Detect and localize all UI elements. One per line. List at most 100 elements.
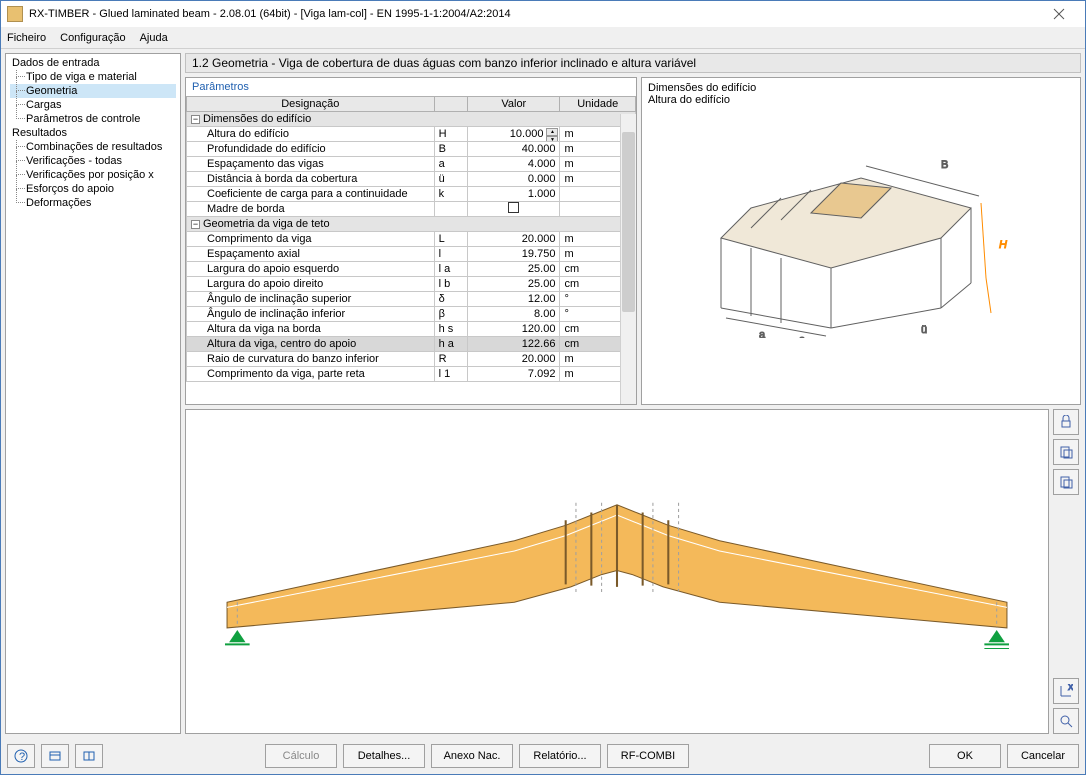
param-value[interactable]: 0.000 bbox=[468, 172, 560, 187]
param-value[interactable]: 8.00 bbox=[468, 307, 560, 322]
param-symbol: L bbox=[434, 232, 468, 247]
param-designation: Raio de curvatura do banzo inferior bbox=[187, 352, 435, 367]
param-value[interactable]: 7.092 bbox=[468, 367, 560, 382]
tree-item[interactable]: Geometria bbox=[10, 84, 176, 98]
lock-button[interactable] bbox=[1053, 409, 1079, 435]
copy-button-1[interactable] bbox=[1053, 439, 1079, 465]
param-value[interactable] bbox=[468, 202, 560, 217]
tree-item[interactable]: Verificações por posição x bbox=[10, 168, 176, 182]
param-symbol: l bbox=[434, 247, 468, 262]
param-value[interactable]: 12.00 bbox=[468, 292, 560, 307]
tree-item[interactable]: Resultados bbox=[10, 126, 176, 140]
menu-file[interactable]: Ficheiro bbox=[7, 32, 46, 44]
param-designation: Coeficiente de carga para a continuidade bbox=[187, 187, 435, 202]
cancel-button[interactable]: Cancelar bbox=[1007, 744, 1079, 768]
param-value[interactable]: 120.00 bbox=[468, 322, 560, 337]
diagram-title-1: Dimensões do edifício bbox=[648, 82, 1074, 94]
section-header[interactable]: −Geometria da viga de teto bbox=[187, 217, 636, 232]
annex-button[interactable]: Anexo Nac. bbox=[431, 744, 513, 768]
param-symbol: h s bbox=[434, 322, 468, 337]
param-designation: Madre de borda bbox=[187, 202, 435, 217]
param-symbol: l a bbox=[434, 262, 468, 277]
details-button[interactable]: Detalhes... bbox=[343, 744, 425, 768]
param-symbol: B bbox=[434, 142, 468, 157]
tool-button-1[interactable] bbox=[41, 744, 69, 768]
menu-help[interactable]: Ajuda bbox=[140, 32, 168, 44]
tree-item[interactable]: Verificações - todas bbox=[10, 154, 176, 168]
tree-item[interactable]: Tipo de viga e material bbox=[10, 70, 176, 84]
section-header[interactable]: −Dimensões do edifício bbox=[187, 112, 636, 127]
param-designation: Largura do apoio esquerdo bbox=[187, 262, 435, 277]
param-designation: Comprimento da viga bbox=[187, 232, 435, 247]
param-symbol: k bbox=[434, 187, 468, 202]
param-designation: Altura do edifício bbox=[187, 127, 435, 142]
param-value[interactable]: 20.000 bbox=[468, 232, 560, 247]
menu-config[interactable]: Configuração bbox=[60, 32, 125, 44]
param-value[interactable]: 40.000 bbox=[468, 142, 560, 157]
param-symbol: H bbox=[434, 127, 468, 142]
dim-label-a1: a bbox=[759, 329, 766, 338]
param-designation: Comprimento da viga, parte reta bbox=[187, 367, 435, 382]
tree-item[interactable]: Parâmetros de controle bbox=[10, 112, 176, 126]
param-value[interactable]: 1.000 bbox=[468, 187, 560, 202]
help-button[interactable]: ? bbox=[7, 744, 35, 768]
page-title: 1.2 Geometria - Viga de cobertura de dua… bbox=[185, 53, 1081, 73]
param-symbol: a bbox=[434, 157, 468, 172]
col-value: Valor bbox=[468, 97, 560, 112]
param-designation: Largura do apoio direito bbox=[187, 277, 435, 292]
building-isometric-svg: H B a a ü bbox=[691, 118, 1031, 338]
param-symbol bbox=[434, 202, 468, 217]
param-value[interactable]: 25.00 bbox=[468, 277, 560, 292]
menu-bar: Ficheiro Configuração Ajuda bbox=[1, 27, 1085, 49]
param-symbol: l 1 bbox=[434, 367, 468, 382]
parameters-table: Designação Valor Unidade −Dimensões do e… bbox=[186, 96, 636, 382]
svg-text:?: ? bbox=[19, 751, 25, 763]
param-value[interactable]: 25.00 bbox=[468, 262, 560, 277]
param-symbol: h a bbox=[434, 337, 468, 352]
dim-label-H: H bbox=[999, 239, 1007, 251]
dim-label-B: B bbox=[941, 159, 948, 171]
scrollbar[interactable] bbox=[620, 114, 636, 404]
title-bar: RX-TIMBER - Glued laminated beam - 2.08.… bbox=[1, 1, 1085, 27]
calculate-button[interactable]: Cálculo bbox=[265, 744, 337, 768]
param-symbol: l b bbox=[434, 277, 468, 292]
ok-button[interactable]: OK bbox=[929, 744, 1001, 768]
zoom-button[interactable] bbox=[1053, 708, 1079, 734]
param-value[interactable]: 19.750 bbox=[468, 247, 560, 262]
tree-item[interactable]: Cargas bbox=[10, 98, 176, 112]
axis-button[interactable]: x bbox=[1053, 678, 1079, 704]
col-unit: Unidade bbox=[560, 97, 636, 112]
param-designation: Altura da viga, centro do apoio bbox=[187, 337, 435, 352]
param-designation: Distância à borda da cobertura bbox=[187, 172, 435, 187]
dim-label-u: ü bbox=[921, 324, 927, 336]
param-symbol: β bbox=[434, 307, 468, 322]
bottom-toolbar: ? Cálculo Detalhes... Anexo Nac. Relatór… bbox=[1, 738, 1085, 774]
param-designation: Ângulo de inclinação superior bbox=[187, 292, 435, 307]
param-designation: Altura da viga na borda bbox=[187, 322, 435, 337]
tool-button-2[interactable] bbox=[75, 744, 103, 768]
param-symbol: ü bbox=[434, 172, 468, 187]
beam-elevation-svg bbox=[186, 410, 1048, 733]
param-value[interactable]: 10.000▲▼ bbox=[468, 127, 560, 142]
rfcombi-button[interactable]: RF-COMBI bbox=[607, 744, 689, 768]
close-button[interactable] bbox=[1039, 2, 1079, 26]
window-title: RX-TIMBER - Glued laminated beam - 2.08.… bbox=[29, 8, 1039, 20]
param-designation: Espaçamento axial bbox=[187, 247, 435, 262]
param-designation: Ângulo de inclinação inferior bbox=[187, 307, 435, 322]
param-symbol: R bbox=[434, 352, 468, 367]
param-value[interactable]: 122.66 bbox=[468, 337, 560, 352]
param-value[interactable]: 20.000 bbox=[468, 352, 560, 367]
tree-item[interactable]: Dados de entrada bbox=[10, 56, 176, 70]
navigation-tree: Dados de entradaTipo de viga e materialG… bbox=[5, 53, 181, 734]
app-icon bbox=[7, 6, 23, 22]
tree-item[interactable]: Deformações bbox=[10, 196, 176, 210]
col-designation: Designação bbox=[187, 97, 435, 112]
svg-text:x: x bbox=[1068, 684, 1073, 693]
tree-item[interactable]: Combinações de resultados bbox=[10, 140, 176, 154]
param-value[interactable]: 4.000 bbox=[468, 157, 560, 172]
param-symbol: δ bbox=[434, 292, 468, 307]
tree-item[interactable]: Esforços do apoio bbox=[10, 182, 176, 196]
report-button[interactable]: Relatório... bbox=[519, 744, 601, 768]
copy-button-2[interactable] bbox=[1053, 469, 1079, 495]
parameters-title: Parâmetros bbox=[186, 78, 636, 96]
